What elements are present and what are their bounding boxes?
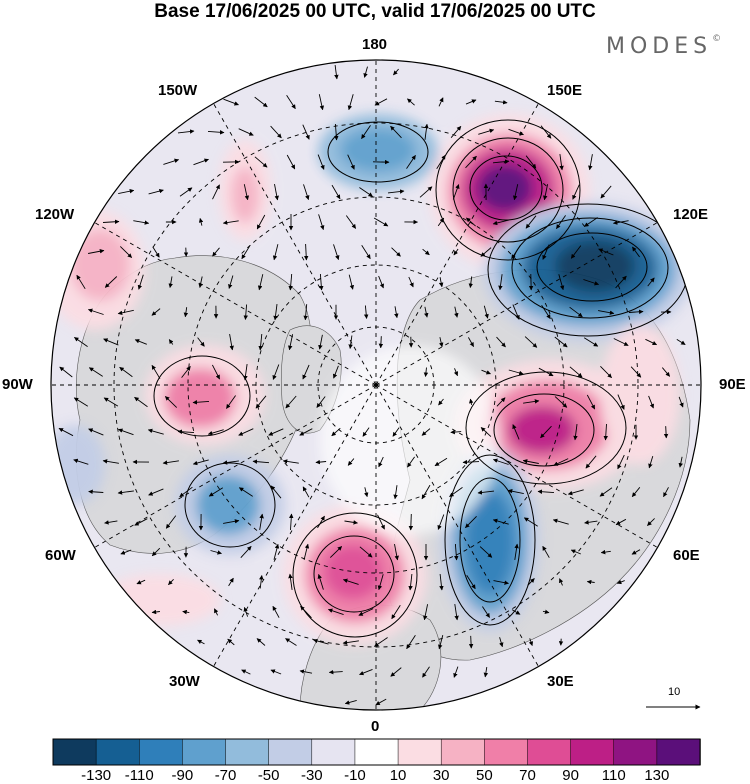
wind-arrow (471, 636, 472, 648)
wind-arrow (411, 514, 412, 530)
colorbar-tick-label: 70 (519, 767, 536, 784)
lon-label-0: 0 (371, 718, 379, 735)
colorbar-tick-label: 50 (476, 767, 493, 784)
colorbar-tick-label: 30 (433, 767, 450, 784)
lon-label-90w: 90W (2, 376, 33, 393)
reference-vector-value: 10 (668, 686, 680, 698)
colorbar-tick-label: -130 (81, 767, 111, 784)
colorbar-tick-label: 130 (644, 767, 669, 784)
map-disc (40, 50, 720, 730)
colorbar-tick-label: -10 (344, 767, 366, 784)
lon-label-120w: 120W (35, 206, 74, 223)
lon-label-150w: 150W (158, 82, 197, 99)
wind-arrow (666, 426, 667, 438)
colorbar-tick-label: 90 (562, 767, 579, 784)
lon-label-120e: 120E (673, 206, 708, 223)
lon-label-150e: 150E (547, 82, 582, 99)
lon-label-90e: 90E (719, 376, 746, 393)
wind-arrow (381, 336, 382, 348)
colorbar-tick-label: -90 (172, 767, 194, 784)
colorbar-tick-label: 110 (602, 767, 626, 784)
colorbar-tick-label: 10 (390, 767, 407, 784)
lon-label-60w: 60W (45, 547, 76, 564)
colorbar-tick-label: -30 (301, 767, 323, 784)
lon-label-60e: 60E (673, 547, 700, 564)
lon-label-180: 180 (362, 36, 387, 53)
lon-label-30e: 30E (547, 673, 574, 690)
colorbar-tick-label: -110 (125, 767, 154, 784)
lon-label-30w: 30W (169, 673, 200, 690)
colorbar-tick-label: -70 (215, 767, 237, 784)
colorbar-tick-label: -50 (258, 767, 280, 784)
